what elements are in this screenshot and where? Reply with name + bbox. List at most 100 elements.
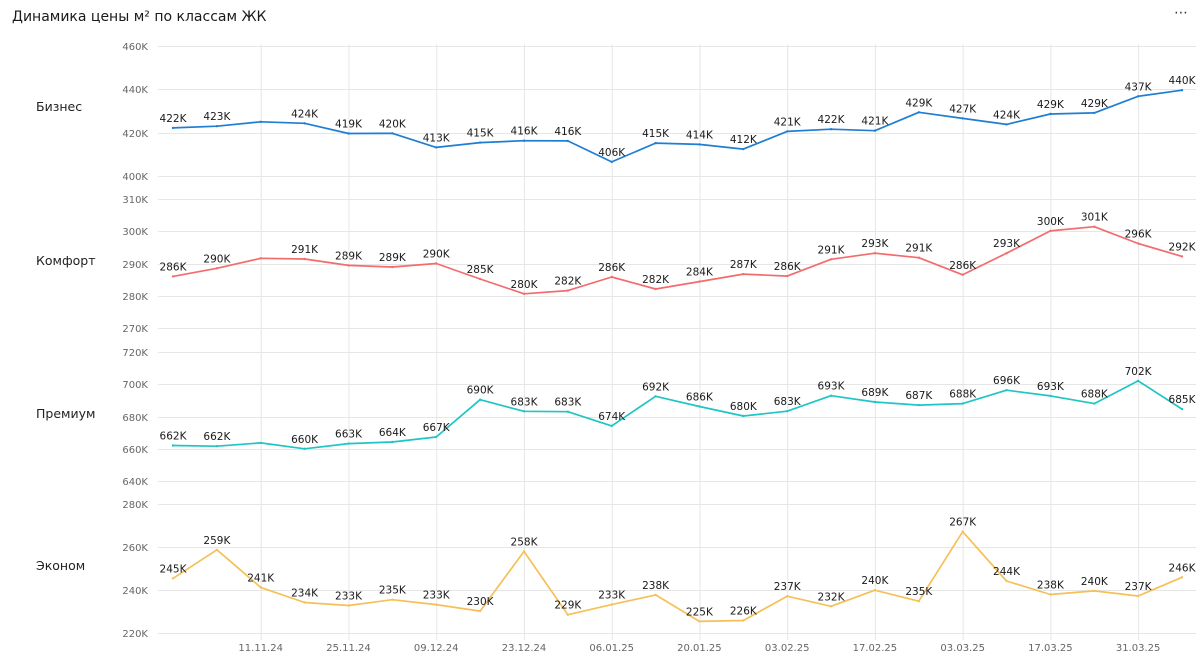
data-point bbox=[391, 132, 394, 135]
y-tick-label: 700K bbox=[122, 380, 148, 391]
data-label: 229K bbox=[554, 600, 582, 612]
data-label: 692K bbox=[642, 381, 670, 393]
data-label: 280K bbox=[511, 279, 539, 291]
data-point bbox=[303, 601, 306, 604]
data-point bbox=[829, 128, 833, 131]
data-point bbox=[391, 440, 394, 444]
data-point bbox=[303, 447, 306, 450]
data-label: 683K bbox=[774, 396, 802, 408]
data-point bbox=[435, 262, 438, 265]
x-tick-label: 17.03.25 bbox=[1028, 643, 1073, 654]
data-label: 696K bbox=[993, 375, 1021, 387]
data-label: 237K bbox=[774, 581, 802, 593]
data-label: 287K bbox=[730, 259, 758, 271]
data-point bbox=[917, 403, 920, 407]
x-tick-label: 11.11.24 bbox=[238, 643, 283, 654]
data-label: 244K bbox=[993, 566, 1021, 578]
data-label: 424K bbox=[993, 109, 1021, 121]
data-label: 415K bbox=[467, 128, 495, 140]
data-label: 419K bbox=[335, 119, 363, 131]
data-label: 235K bbox=[905, 586, 933, 598]
data-label: 245K bbox=[160, 563, 188, 575]
data-point bbox=[522, 410, 526, 413]
data-point bbox=[829, 258, 833, 261]
y-tick-label: 640K bbox=[122, 477, 148, 488]
y-tick-label: 260K bbox=[122, 543, 148, 554]
data-label: 686K bbox=[686, 392, 714, 404]
data-point bbox=[566, 410, 569, 413]
data-label: 693K bbox=[1037, 381, 1065, 393]
series-line bbox=[172, 380, 1183, 450]
data-label: 301K bbox=[1081, 212, 1109, 224]
data-point bbox=[215, 125, 219, 128]
data-label: 702K bbox=[1125, 366, 1153, 378]
data-label: 662K bbox=[160, 431, 188, 443]
data-label: 291K bbox=[905, 243, 933, 255]
more-menu-icon[interactable]: ⋯ bbox=[1174, 5, 1188, 21]
data-label: 234K bbox=[291, 588, 319, 600]
data-point bbox=[1049, 229, 1052, 233]
series-line bbox=[172, 225, 1183, 295]
x-tick-label: 23.12.24 bbox=[502, 643, 547, 654]
x-tick-label: 20.01.25 bbox=[677, 643, 722, 654]
data-label: 233K bbox=[335, 591, 363, 603]
panel-category-label: Комфорт bbox=[36, 253, 96, 268]
data-point bbox=[259, 257, 262, 260]
data-label: 226K bbox=[730, 606, 758, 618]
data-label: 413K bbox=[423, 132, 451, 144]
data-point bbox=[654, 141, 657, 145]
data-label: 683K bbox=[511, 396, 539, 408]
data-point bbox=[522, 139, 526, 142]
data-label: 282K bbox=[554, 276, 582, 288]
data-label: 440K bbox=[1169, 75, 1197, 87]
data-point bbox=[1093, 589, 1096, 593]
data-label: 429K bbox=[905, 97, 933, 109]
data-point bbox=[1136, 242, 1140, 245]
data-label: 241K bbox=[247, 572, 275, 584]
data-label: 240K bbox=[1081, 576, 1109, 588]
data-label: 291K bbox=[818, 244, 846, 256]
data-label: 235K bbox=[379, 585, 407, 597]
x-tick-label: 09.12.24 bbox=[414, 643, 459, 654]
data-point bbox=[1180, 576, 1184, 579]
data-label: 285K bbox=[467, 264, 495, 276]
data-point bbox=[742, 147, 745, 151]
data-label: 238K bbox=[642, 580, 670, 592]
data-label: 240K bbox=[861, 575, 889, 587]
x-tick-label: 25.11.24 bbox=[326, 643, 371, 654]
data-point bbox=[917, 256, 920, 259]
panel-category-label: Бизнес bbox=[36, 99, 82, 114]
data-label: 690K bbox=[467, 385, 495, 397]
data-label: 660K bbox=[291, 434, 319, 446]
data-point bbox=[654, 395, 657, 398]
data-point bbox=[873, 252, 877, 255]
data-point bbox=[742, 272, 745, 276]
data-point bbox=[610, 275, 613, 279]
x-tick-label: 17.02.25 bbox=[853, 643, 898, 654]
data-label: 422K bbox=[818, 114, 846, 126]
data-point bbox=[654, 287, 657, 291]
data-label: 427K bbox=[949, 103, 977, 115]
data-label: 290K bbox=[423, 249, 451, 261]
data-label: 437K bbox=[1125, 81, 1153, 93]
data-point bbox=[1180, 255, 1184, 258]
data-point bbox=[610, 603, 613, 606]
data-point bbox=[566, 613, 569, 616]
data-point bbox=[478, 609, 482, 613]
data-label: 238K bbox=[1037, 580, 1065, 592]
y-tick-label: 280K bbox=[122, 500, 148, 511]
data-label: 663K bbox=[335, 429, 363, 441]
data-point bbox=[873, 589, 877, 592]
data-point bbox=[215, 267, 219, 270]
y-tick-label: 660K bbox=[122, 445, 148, 456]
data-point bbox=[873, 129, 877, 132]
data-label: 421K bbox=[774, 116, 802, 128]
y-tick-label: 460K bbox=[122, 42, 148, 53]
data-point bbox=[566, 289, 569, 292]
data-label: 683K bbox=[554, 397, 582, 409]
data-label: 300K bbox=[1037, 216, 1065, 228]
y-tick-label: 440K bbox=[122, 85, 148, 96]
data-point bbox=[654, 593, 657, 597]
data-point bbox=[961, 530, 964, 533]
data-label: 286K bbox=[160, 261, 188, 273]
